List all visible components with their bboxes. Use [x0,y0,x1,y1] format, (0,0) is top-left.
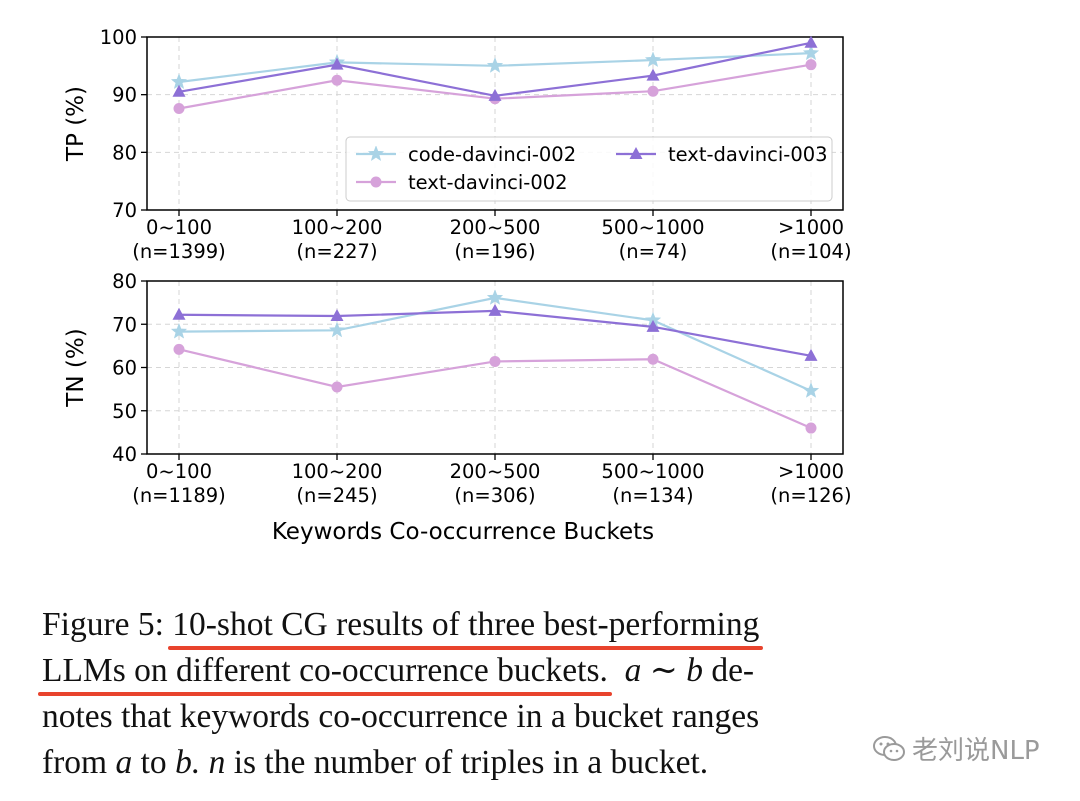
caption-line-2: LLMs on different co-occurrence buckets.… [42,652,755,689]
data-point [328,321,346,338]
chart-panel-tn: 40 50 60 70 80 0~100(n=1189) 100~200(n=245) 200… [63,270,852,545]
x-tick-label: 0~100 [146,216,212,239]
legend-label: text-davinci-002 [408,171,568,194]
caption-line-3: notes that keywords co-occurrence in a b… [42,698,760,735]
x-tick-count: (n=126) [770,484,851,507]
series-text-davinci-002 [173,343,817,434]
data-point [804,35,818,48]
data-point [802,44,820,61]
watermark-text: 老刘说NLP [912,736,1040,766]
x-tick-count: (n=227) [296,240,377,263]
y-tick-label: 70 [112,199,137,222]
data-point [173,343,185,355]
x-tick-label: 0~100 [146,460,212,483]
data-point [647,85,659,97]
x-tick-count: (n=196) [454,240,535,263]
data-point [170,322,188,339]
x-tick-label: 500~1000 [601,216,704,239]
y-tick-label: 50 [112,400,137,423]
x-tick-label: 100~200 [292,216,383,239]
legend-marker [629,147,643,159]
x-tick-label: 500~1000 [601,460,704,483]
caption-highlight-1: 10-shot CG results of three best-perform… [172,606,760,643]
data-point [486,57,504,73]
data-point [488,88,502,101]
data-point [488,303,502,316]
x-tick-count: (n=1189) [132,484,226,507]
x-axis-label: Keywords Co-occurrence Buckets [272,519,654,545]
y-tick-label: 60 [112,357,137,380]
data-point [647,353,659,365]
y-tick-label: 100 [100,26,137,49]
legend-marker [370,176,382,188]
series-text-davinci-003 [172,303,818,361]
data-point [646,319,660,332]
x-tick-count: (n=245) [296,484,377,507]
data-point [805,59,817,71]
legend-entry: code-davinci-002 [356,143,576,166]
x-tick-count: (n=104) [770,240,851,263]
data-point [804,348,818,361]
series-text-davinci-003 [172,35,818,101]
data-point [646,68,660,81]
data-point [805,422,817,434]
x-tick-label: >1000 [778,216,844,239]
figure-charts: 7080901000~100(n=1399)100~200(n=227)200~… [63,26,852,545]
x-tick-count: (n=306) [454,484,535,507]
y-tick-label: 80 [112,270,137,293]
y-tick-label: 80 [112,141,137,164]
x-tick-label: >1000 [778,460,844,483]
wechat-icon [873,735,905,761]
legend-label: code-davinci-002 [408,143,576,166]
x-tick-label: 200~500 [450,460,541,483]
y-tick-label: 40 [112,443,137,466]
caption-highlight-2: LLMs on different co-occurrence buckets. [42,652,608,689]
data-point [486,289,504,305]
series-code-davinci-002 [170,289,820,398]
chart-panel-tp: 70 80 90 100 0~100(n=1399) 100~200(n=227) 200~… [63,26,852,263]
caption-line-4: from a to b. n is the number of triples … [42,744,709,781]
y-axis-label: TP (%) [63,86,89,162]
data-point [331,381,343,393]
data-point [172,307,186,320]
y-tick-label: 70 [112,313,137,336]
data-point [330,57,344,70]
series-code-davinci-002 [170,44,820,90]
y-axis-label: TN (%) [63,328,89,407]
legend-entry: text-davinci-002 [356,171,568,194]
legend: code-davinci-002 text-davinci-002 text-dav… [345,136,833,202]
legend-label: text-davinci-003 [668,143,828,166]
x-tick-count: (n=134) [612,484,693,507]
figure-caption: Figure 5: 10-shot CG results of three be… [42,602,892,786]
watermark: 老刘说NLP [872,730,1040,767]
data-point [173,103,185,115]
x-tick-count: (n=1399) [132,240,226,263]
data-point [330,309,344,322]
data-point [172,84,186,97]
legend-frame [345,136,833,202]
legend-marker [367,145,385,162]
data-point [489,355,501,367]
y-tick-label: 90 [112,84,137,107]
x-tick-label: 100~200 [292,460,383,483]
data-point [644,51,662,68]
data-point [802,382,820,398]
data-point [331,74,343,86]
x-tick-count: (n=74) [619,240,688,263]
caption-line-1: Figure 5: 10-shot CG results of three be… [42,606,760,643]
legend-entry: text-davinci-003 [616,143,828,166]
x-tick-label: 200~500 [450,216,541,239]
